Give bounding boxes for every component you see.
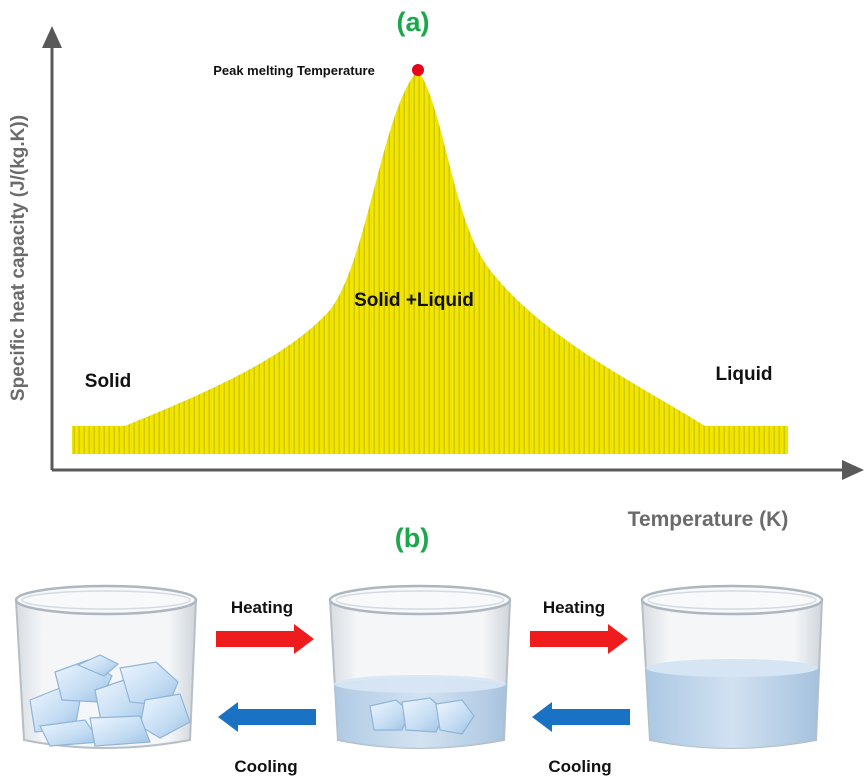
heating-label-2: Heating — [543, 598, 605, 617]
beaker-liquid — [640, 584, 824, 749]
cooling-arrow-1-icon — [218, 702, 316, 732]
heating-arrow-2-icon — [530, 624, 628, 654]
cooling-label-1: Cooling — [234, 757, 297, 776]
ice-cubes-icon — [29, 654, 191, 747]
beaker-ice — [14, 584, 198, 749]
axes — [42, 26, 864, 480]
small-ice-icon — [369, 697, 475, 735]
heating-label-1: Heating — [231, 598, 293, 617]
heating-arrow-1-icon — [216, 624, 314, 654]
panel-a-label: (a) — [397, 7, 430, 37]
region-mixed-label: Solid +Liquid — [354, 290, 474, 311]
cooling-arrow-2-icon — [532, 702, 630, 732]
y-axis-arrowhead — [42, 26, 62, 48]
x-axis-label: Temperature (K) — [628, 508, 789, 531]
y-axis-label: Specific heat capacity (J/(kg.K)) — [8, 115, 29, 401]
region-liquid-label: Liquid — [716, 364, 773, 385]
x-axis-arrowhead — [842, 460, 864, 480]
panel-b-label: (b) — [395, 523, 429, 553]
peak-dot — [412, 64, 424, 76]
peak-label: Peak melting Temperature — [213, 63, 375, 78]
beaker-melting — [328, 584, 512, 749]
water-full — [646, 661, 819, 748]
cooling-label-2: Cooling — [548, 757, 611, 776]
region-solid-label: Solid — [85, 371, 131, 392]
heat-capacity-curve — [72, 70, 788, 454]
